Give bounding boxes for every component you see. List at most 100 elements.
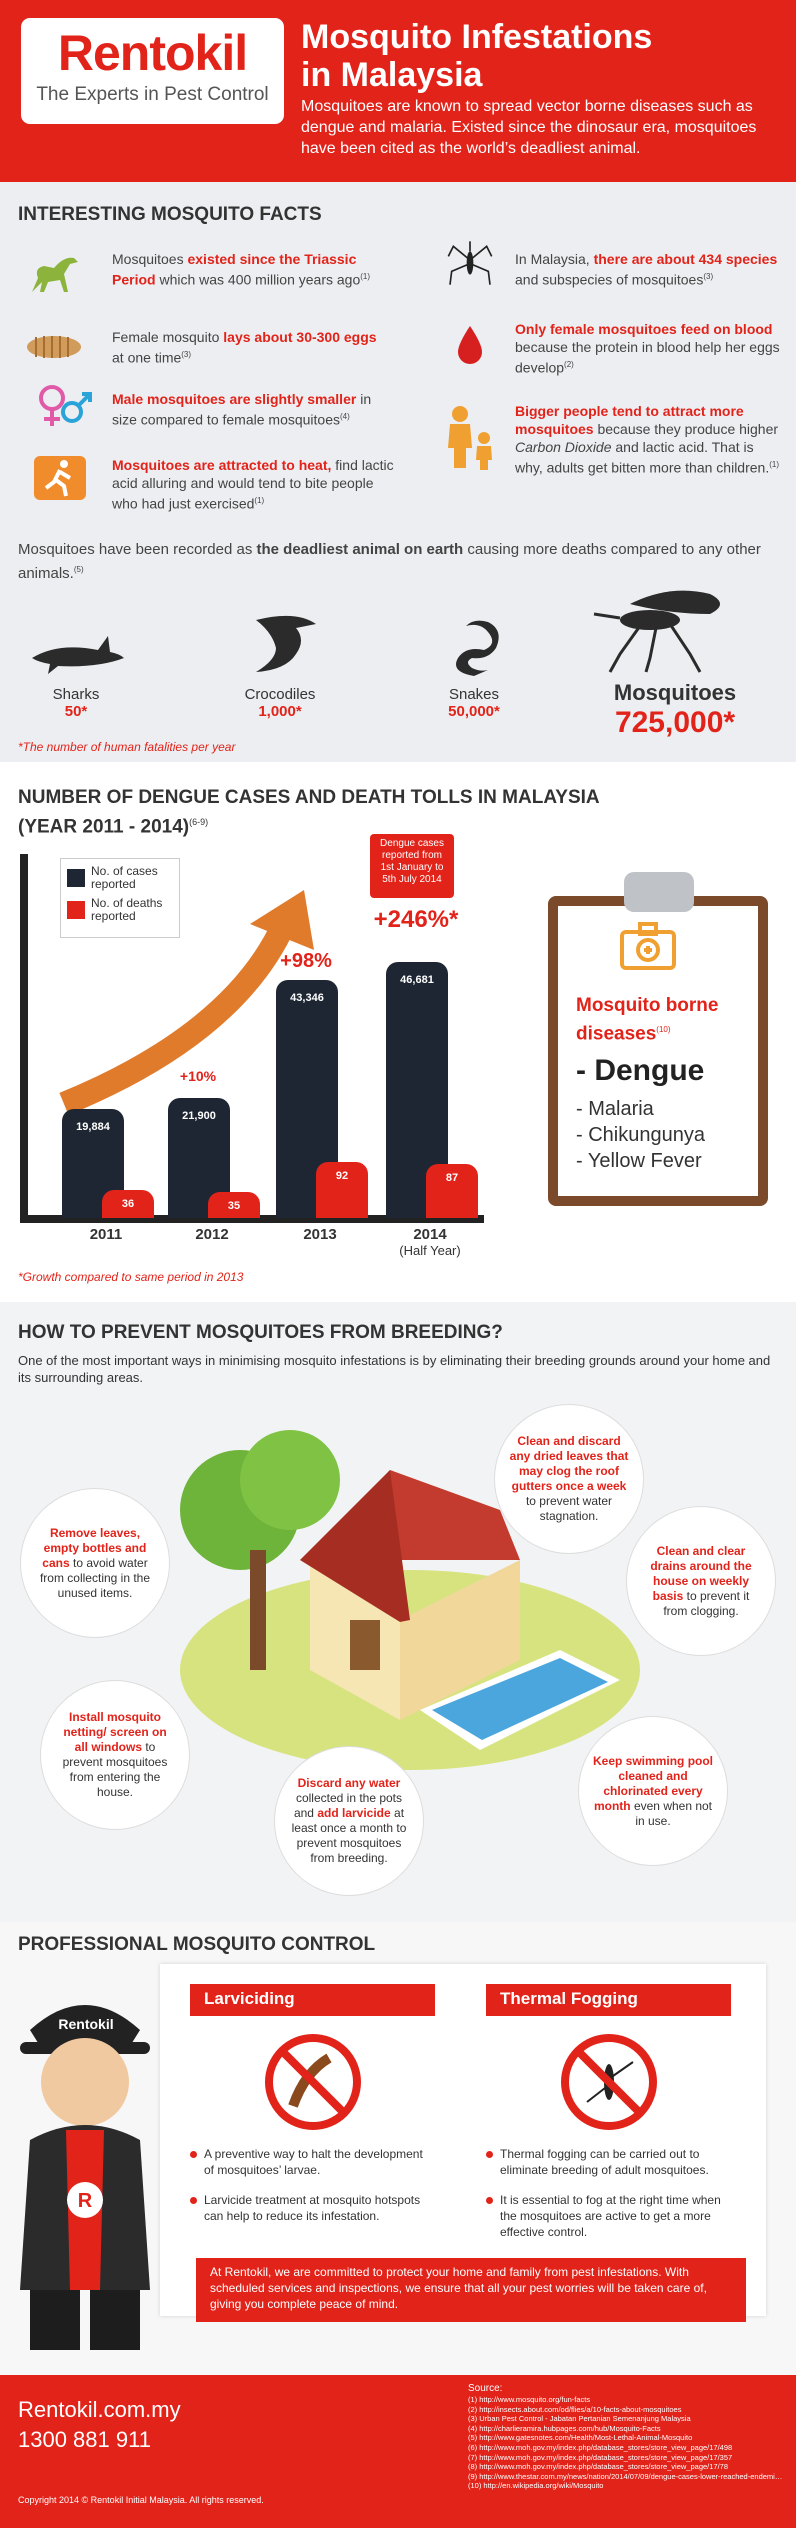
sources-title: Source: — [468, 2383, 503, 2394]
dengue-bar-chart — [20, 854, 484, 1223]
tip-discard-water: Discard any water collected in the pots … — [274, 1746, 424, 1896]
facts-section-title: INTERESTING MOSQUITO FACTS — [18, 204, 322, 225]
source-item[interactable]: (5) http://www.gatesnotes.com/Health/Mos… — [468, 2433, 693, 2443]
control-card — [160, 1964, 766, 2316]
disease-dengue: - Dengue — [576, 1054, 705, 1087]
tip-mosquito-netting: Install mosquito netting/ screen on all … — [40, 1680, 190, 1830]
fact-bigger-people: Bigger people tend to attract more mosqu… — [515, 403, 779, 476]
growth-arrow-head — [250, 890, 314, 950]
source-item[interactable]: (6) http://www.moh.gov.my/index.php/data… — [468, 2442, 733, 2452]
chart-legend: No. of cases reported No. of deaths repo… — [60, 858, 180, 938]
source-item[interactable]: (10) http://en.wikipedia.org/wiki/Mosqui… — [468, 2481, 604, 2491]
logo-wordmark: Rentokil — [57, 25, 248, 81]
bar-deaths-label: 92 — [335, 1170, 349, 1182]
fatalities-footnote: *The number of human fatalities per year — [18, 740, 236, 754]
no-mosquito-icon — [560, 2034, 657, 2130]
bar-cases-label: 21,900 — [182, 1110, 216, 1122]
footer: Rentokil.com.my 1300 881 911 Copyright 2… — [0, 2375, 796, 2528]
diseases-title: Mosquito borne diseases(10) — [576, 995, 719, 1045]
fact-female-blood: Only female mosquitoes feed on blood bec… — [515, 321, 780, 376]
sources-list: Source: (1) http://www.mosquito.org/fun-… — [468, 2383, 786, 2491]
header: Rentokil The Experts in Pest Control Mos… — [0, 0, 796, 182]
growth-label-2014: +246%* — [373, 906, 459, 933]
bar-deaths-2012 — [208, 1192, 260, 1218]
title-line-1: Mosquito Infestations — [301, 18, 653, 56]
page-title: Mosquito Infestations in Malaysia — [301, 18, 652, 94]
phone-number[interactable]: 1300 881 911 — [18, 2427, 151, 2452]
source-item[interactable]: (3) Urban Pest Control - Jabatan Pertani… — [468, 2414, 691, 2424]
prevent-intro: One of the most important ways in minimi… — [18, 1353, 771, 1385]
disease-malaria: - Malaria — [576, 1098, 654, 1120]
larviciding-point-2: Larvicide treatment at mosquito hotspots… — [190, 2192, 435, 2224]
snake-icon — [456, 620, 499, 676]
tip-swimming-pool: Keep swimming pool cleaned and chlorinat… — [578, 1716, 728, 1866]
fact-heat: Mosquitoes are attracted to heat, find l… — [112, 457, 394, 512]
source-item[interactable]: (2) http://insects.about.com/od/flies/a/… — [468, 2404, 682, 2414]
adult-child-icon — [448, 406, 492, 470]
rentokil-logo[interactable]: Rentokil The Experts in Pest Control — [21, 18, 284, 124]
header-description: Mosquitoes are known to spread vector bo… — [301, 98, 757, 157]
first-aid-icon — [620, 922, 676, 970]
blood-drop-icon — [458, 326, 482, 364]
larviciding-column: Larviciding A preventive way to halt the… — [190, 1984, 435, 2224]
svg-text:R: R — [78, 2190, 93, 2212]
bar-deaths-label: 87 — [445, 1172, 459, 1184]
larviciding-point-1: A preventive way to halt the development… — [190, 2146, 435, 2178]
bar-deaths-2011 — [102, 1190, 154, 1218]
bar-deaths-label: 35 — [227, 1200, 241, 1212]
copyright: Copyright 2014 © Rentokil Initial Malays… — [18, 2495, 264, 2505]
bar-cases-label: 43,346 — [290, 992, 324, 1004]
logo-tagline: The Experts in Pest Control — [36, 84, 269, 105]
source-item[interactable]: (4) http://charlieramira.hubpages.com/hu… — [468, 2423, 661, 2433]
animal-mosquito: Mosquitoes 725,000* — [613, 680, 737, 739]
source-item[interactable]: (7) http://www.moh.gov.my/index.php/data… — [468, 2452, 733, 2462]
growth-arrow-curve — [59, 918, 295, 1116]
legend-cases-swatch — [67, 869, 85, 887]
disease-chikungunya: - Chikungunya — [576, 1124, 705, 1146]
growth-label-2013: +98% — [280, 950, 332, 972]
mascot-cap-label: Rentokil — [58, 2016, 114, 2032]
prevent-section-title: HOW TO PREVENT MOSQUITOES FROM BREEDING? — [18, 1322, 503, 1343]
x-tick-2014: 2014 (Half Year) — [399, 1226, 461, 1258]
source-item[interactable]: (9) http://www.thestar.com.my/news/natio… — [468, 2471, 786, 2481]
exterminator-mascot: R — [20, 2005, 150, 2350]
bar-deaths-label: 36 — [121, 1198, 135, 1210]
growth-label-2012: +10% — [179, 1068, 217, 1084]
x-tick-2012: 2012 — [195, 1226, 229, 1243]
disease-yellow-fever: - Yellow Fever — [576, 1150, 702, 1172]
deadliest-statement: Mosquitoes have been recorded as the dea… — [18, 541, 761, 582]
larviciding-title: Larviciding — [190, 1984, 435, 2016]
source-item[interactable]: (1) http://www.mosquito.org/fun-facts — [468, 2395, 591, 2404]
fact-male-smaller: Male mosquitoes are slightly smaller in … — [112, 391, 372, 428]
commitment-banner: At Rentokil, we are committed to protect… — [196, 2258, 746, 2322]
clipboard-clip — [624, 872, 694, 912]
facts-section — [0, 182, 796, 762]
dinosaur-icon — [32, 257, 78, 292]
fogging-point-2: It is essential to fog at the right time… — [486, 2192, 731, 2240]
mosquito-icon — [447, 241, 493, 285]
fact-eggs: Female mosquito lays about 30-300 eggs a… — [112, 329, 377, 366]
tip-remove-leaves: Remove leaves, empty bottles and cans to… — [20, 1488, 170, 1638]
fogging-column: Thermal Fogging Thermal fogging can be c… — [486, 1984, 731, 2240]
animal-shark: Sharks 50* — [52, 686, 100, 720]
gender-icon — [39, 385, 92, 426]
diseases-clipboard: Mosquito borne diseases(10) - Dengue - M… — [548, 896, 768, 1206]
legend-deaths-swatch — [67, 901, 85, 919]
website-link[interactable]: Rentokil.com.my — [18, 2397, 181, 2422]
bar-deaths-2014 — [426, 1164, 478, 1218]
fact-triassic: Mosquitoes existed since the Triassic Pe… — [112, 251, 371, 288]
tip-drains: Clean and clear drains around the house … — [626, 1506, 776, 1656]
crocodile-icon — [256, 615, 316, 672]
no-larva-icon — [264, 2034, 361, 2130]
dengue-section-title: NUMBER OF DENGUE CASES AND DEATH TOLLS I… — [18, 787, 600, 838]
dengue-2014-note: Dengue cases reported from 1st January t… — [370, 834, 454, 898]
growth-footnote: *Growth compared to same period in 2013 — [18, 1270, 244, 1284]
control-section-title: PROFESSIONAL MOSQUITO CONTROL — [18, 1934, 376, 1955]
shark-icon — [32, 636, 124, 674]
bar-deaths-2013 — [316, 1162, 368, 1218]
source-item[interactable]: (8) http://www.moh.gov.my/index.php/data… — [468, 2462, 729, 2472]
fogging-point-1: Thermal fogging can be carried out to el… — [486, 2146, 731, 2178]
house-illustration — [180, 1430, 640, 1770]
bar-cases-label: 46,681 — [400, 974, 434, 986]
mosquito-large-icon — [593, 590, 720, 673]
